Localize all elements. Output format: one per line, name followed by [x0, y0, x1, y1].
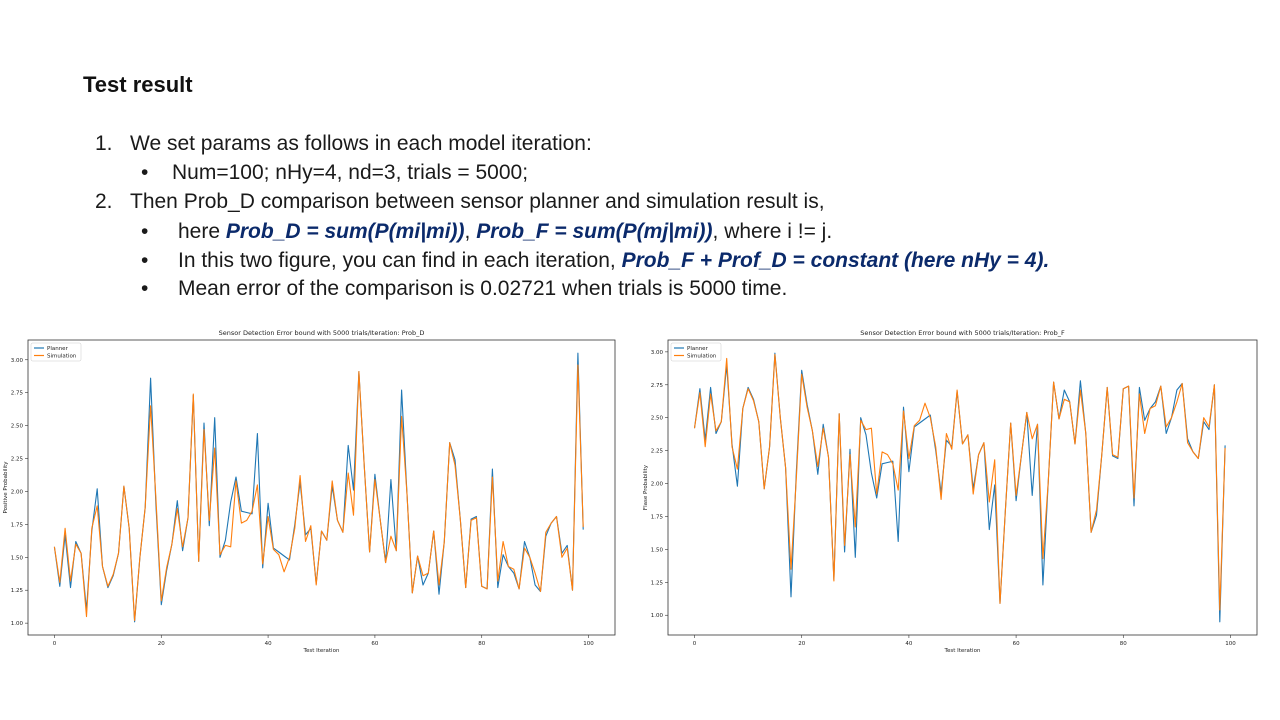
- formula-prob-d: Prob_D = sum(P(mi|mi)): [225, 220, 465, 243]
- chart-title: Sensor Detection Error bound with 5000 t…: [860, 329, 1065, 337]
- slide-title: Test result: [83, 72, 193, 97]
- legend-label-simulation: Simulation: [47, 354, 77, 360]
- list-text: here: [178, 220, 226, 243]
- y-tick-label: 1.75: [651, 514, 664, 520]
- x-tick-label: 80: [478, 641, 485, 647]
- plot-frame: [27, 339, 616, 636]
- chart-title: Sensor Detection Error bound with 5000 t…: [219, 329, 425, 337]
- bullet-icon: •: [141, 249, 149, 272]
- x-axis-label: Test Iteration: [944, 648, 981, 654]
- y-tick-label: 2.50: [11, 424, 24, 430]
- y-tick-label: 1.50: [11, 555, 24, 561]
- series-line-simulation: [693, 353, 1226, 611]
- legend-label-simulation: Simulation: [687, 354, 717, 360]
- legend-label-planner: Planner: [687, 346, 709, 352]
- list-text: In this two figure, you can find in each…: [178, 249, 622, 272]
- y-tick-label: 1.75: [11, 522, 24, 528]
- y-tick-label: 2.25: [11, 457, 24, 463]
- y-axis-label: Flase Probability: [643, 464, 649, 510]
- y-tick-label: 3.00: [11, 358, 24, 364]
- chart-prob-d: Sensor Detection Error bound with 5000 t…: [3, 329, 616, 654]
- formula-constant: Prob_F + Prof_D = constant (here nHy = 4…: [621, 249, 1050, 272]
- x-tick-label: 60: [1013, 641, 1020, 647]
- y-tick-label: 1.00: [11, 621, 24, 627]
- x-tick-label: 20: [798, 641, 805, 647]
- list-text: Num=100; nHy=4, nd=3, trials = 5000;: [172, 161, 529, 184]
- list-text: ,: [464, 220, 477, 243]
- x-tick-label: 60: [371, 641, 378, 647]
- list-number: 2.: [95, 190, 113, 213]
- y-axis-label: Positive Probability: [3, 461, 9, 514]
- chart-prob-f: Sensor Detection Error bound with 5000 t…: [643, 329, 1258, 654]
- y-tick-label: 2.25: [651, 449, 664, 455]
- y-tick-label: 1.25: [651, 580, 664, 586]
- bullet-icon: •: [141, 220, 149, 243]
- y-tick-label: 1.00: [651, 613, 664, 619]
- x-tick-label: 100: [583, 641, 594, 647]
- legend-label-planner: Planner: [47, 346, 69, 352]
- x-tick-label: 0: [53, 641, 57, 647]
- list-text: , where i != j.: [712, 220, 833, 243]
- y-tick-label: 2.75: [11, 391, 24, 397]
- x-tick-label: 80: [1120, 641, 1127, 647]
- x-tick-label: 40: [265, 641, 272, 647]
- y-tick-label: 2.00: [651, 482, 664, 488]
- legend: Planner Simulation: [670, 342, 722, 362]
- y-tick-label: 1.50: [651, 547, 664, 553]
- bullet-icon: •: [141, 277, 149, 300]
- x-tick-label: 0: [693, 641, 697, 647]
- list-number: 1.: [95, 132, 113, 155]
- y-tick-label: 2.75: [651, 383, 664, 389]
- plot-frame: [667, 339, 1258, 636]
- bullet-icon: •: [141, 161, 149, 184]
- y-tick-label: 1.25: [11, 588, 24, 594]
- y-tick-label: 3.00: [651, 350, 664, 356]
- series-line-simulation: [53, 364, 584, 622]
- x-axis-label: Test Iteration: [303, 648, 340, 654]
- y-tick-label: 2.50: [651, 416, 664, 422]
- formula-prob-f: Prob_F = sum(P(mj|mi)): [476, 220, 713, 243]
- y-tick-label: 2.00: [11, 489, 24, 495]
- list-text: Then Prob_D comparison between sensor pl…: [130, 190, 825, 213]
- x-tick-label: 20: [158, 641, 165, 647]
- list-text: Mean error of the comparison is 0.02721 …: [178, 277, 788, 300]
- list-text: We set params as follows in each model i…: [130, 132, 592, 155]
- x-tick-label: 40: [905, 641, 912, 647]
- legend: Planner Simulation: [30, 342, 82, 362]
- x-tick-label: 100: [1225, 641, 1236, 647]
